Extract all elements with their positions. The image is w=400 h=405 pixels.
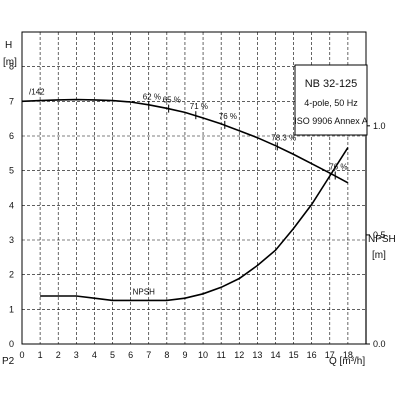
x-tick-label: 11 — [216, 350, 225, 360]
y-left-tick-label: 2 — [9, 270, 14, 280]
series-label: NPSH — [133, 287, 155, 296]
x-tick-label: 14 — [270, 350, 280, 360]
x-tick-label: 13 — [252, 350, 262, 360]
x-tick-label: 2 — [56, 350, 61, 360]
x-axis-title: Q [m³/h] — [329, 356, 365, 367]
x-tick-label: 8 — [164, 350, 169, 360]
efficiency-label: 65 % — [163, 96, 181, 105]
y-left-tick-label: 3 — [9, 235, 14, 245]
legend-subtitle: 4-pole, 50 Hz — [304, 98, 358, 108]
annotation-layer: /142 62 % 65 % 71 % 76 % 78.3 % 76 % — [29, 88, 347, 180]
x-tick-label: 18 — [343, 350, 353, 360]
legend-title: NB 32-125 — [305, 78, 358, 90]
x-tick-label: 3 — [74, 350, 79, 360]
efficiency-label: 78.3 % — [271, 133, 296, 142]
x-tick-label: 10 — [198, 350, 208, 360]
head-curve — [21, 98, 349, 184]
x-tick-label: 0 — [19, 350, 24, 360]
y-axis-right-unit: [m] — [372, 250, 386, 261]
efficiency-label: 76 % — [329, 163, 347, 172]
x-tick-label: 9 — [182, 350, 187, 360]
y-left-tick-label: 5 — [9, 166, 14, 176]
y-left-tick-label: 4 — [9, 200, 14, 210]
p2-label: P2 — [2, 356, 15, 367]
efficiency-label: 76 % — [219, 112, 237, 121]
y-axis-right-title: NPSH — [368, 234, 396, 245]
y-left-tick-label: 7 — [9, 96, 14, 106]
y-right-tick-label: 0.0 — [373, 339, 386, 349]
legend-box: NB 32-125 4-pole, 50 Hz ISO 9906 Annex A — [294, 64, 368, 136]
x-tick-label: 7 — [146, 350, 151, 360]
legend-standard: ISO 9906 Annex A — [294, 116, 368, 126]
frame-layer: 0 1 2 3 4 5 6 7 8 9 10 11 12 13 14 15 16 17 180123456780.0… — [9, 31, 386, 360]
y-axis-left-unit: [m] — [3, 57, 17, 68]
npsh-curve — [40, 147, 349, 302]
y-left-tick-label: 1 — [9, 304, 14, 314]
y-right-tick-label: 0.5 — [373, 230, 386, 240]
x-tick-label: 12 — [234, 350, 244, 360]
y-left-tick-label: 8 — [9, 62, 14, 72]
x-tick-label: 1 — [38, 350, 43, 360]
x-tick-label: 4 — [92, 350, 97, 360]
y-left-tick-label: 0 — [9, 339, 14, 349]
x-tick-label: 5 — [110, 350, 115, 360]
y-axis-left-title: H — [5, 40, 12, 51]
y-left-tick-label: 6 — [9, 131, 14, 141]
efficiency-label: 71 % — [190, 102, 208, 111]
y-right-tick-label: 1.0 — [373, 121, 386, 131]
x-tick-label: 6 — [128, 350, 133, 360]
efficiency-label: /142 — [29, 88, 45, 97]
x-tick-label: 15 — [289, 350, 299, 360]
x-tick-label: 16 — [307, 350, 317, 360]
x-tick-label: 17 — [325, 350, 335, 360]
series-layer: NPSH — [21, 98, 349, 302]
efficiency-label: 62 % — [143, 92, 161, 101]
